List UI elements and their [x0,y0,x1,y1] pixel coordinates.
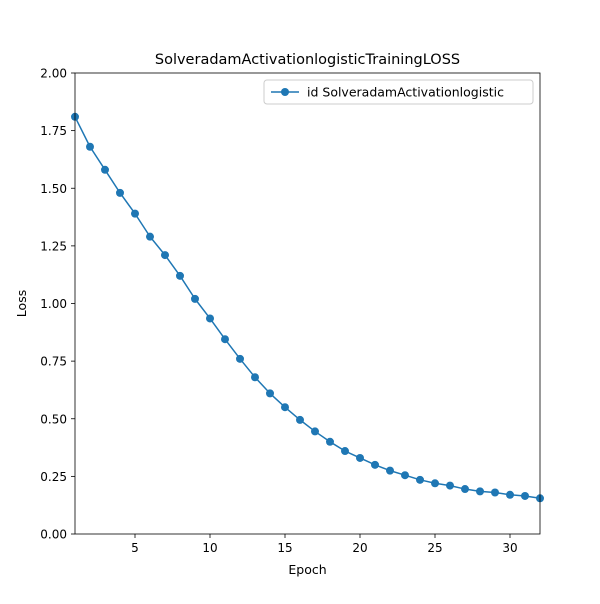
data-point [506,490,514,499]
data-point [386,466,394,475]
axis-ticks: 5 10 15 20 25 30 0.00 0.25 0.50 0.75 1.00 1.25 1.50 1… [40,67,517,556]
x-tick-label: 10 [202,541,217,555]
data-point [401,471,409,480]
data-point [251,373,259,382]
data-point [476,487,484,496]
data-point [416,475,424,484]
data-point [446,481,454,490]
y-axis-label: Loss [14,290,29,317]
data-point [326,437,334,446]
data-point [491,488,499,497]
data-point [191,294,199,303]
x-tick-label: 20 [352,541,367,555]
x-tick-label: 5 [131,541,139,555]
data-point [281,403,289,412]
legend-marker [281,88,289,96]
data-point [371,460,379,469]
data-point [101,165,109,174]
data-point [131,209,139,218]
y-tick-label: 1.50 [40,182,67,196]
x-axis-label: Epoch [288,562,326,577]
chart-title: SolveradamActivationlogisticTrainingLOSS [155,52,460,68]
data-point [206,314,214,323]
data-point [176,271,184,280]
legend-box [263,79,534,105]
y-tick-label: 2.00 [40,67,67,81]
y-tick-label: 0.75 [40,355,67,369]
data-point [266,389,274,398]
data-point [356,453,364,462]
data-point [311,427,319,436]
legend: id SolveradamActivationlogistic [263,79,534,105]
x-tick-label: 30 [502,541,517,555]
data-point [146,232,154,241]
legend-label: id SolveradamActivationlogistic [307,85,504,100]
data-point [296,415,304,424]
y-tick-label: 0.00 [40,528,67,542]
y-tick-label: 0.50 [40,412,67,426]
x-tick-label: 25 [427,541,442,555]
data-point [116,188,124,197]
data-point [431,479,439,488]
y-tick-label: 1.75 [40,124,67,138]
y-tick-label: 0.25 [40,470,67,484]
data-point [236,354,244,363]
y-tick-label: 1.25 [40,239,67,253]
data-point [521,491,529,500]
x-tick-label: 15 [277,541,292,555]
data-point [461,485,469,494]
data-point [86,142,94,151]
y-tick-label: 1.00 [40,297,67,311]
data-point [341,447,349,456]
data-point [221,335,229,344]
data-point [161,251,169,260]
